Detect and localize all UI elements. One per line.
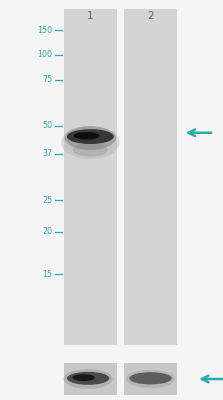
Text: 100: 100 <box>37 50 52 59</box>
Ellipse shape <box>67 129 114 144</box>
Text: 75: 75 <box>42 75 52 84</box>
Ellipse shape <box>64 369 113 389</box>
Ellipse shape <box>61 126 120 159</box>
Text: 1: 1 <box>87 11 94 21</box>
Bar <box>64 9 117 345</box>
Text: 37: 37 <box>42 150 52 158</box>
Ellipse shape <box>74 132 99 140</box>
Text: 50: 50 <box>42 121 52 130</box>
Bar <box>124 363 177 395</box>
Bar <box>124 9 177 345</box>
Text: 25: 25 <box>42 196 52 204</box>
Text: 20: 20 <box>42 227 52 236</box>
Text: 150: 150 <box>37 26 52 34</box>
Text: 2: 2 <box>147 11 154 21</box>
Bar <box>64 363 117 395</box>
Ellipse shape <box>67 372 109 385</box>
Ellipse shape <box>126 370 175 388</box>
Ellipse shape <box>72 374 95 381</box>
Text: 15: 15 <box>42 270 52 279</box>
Ellipse shape <box>73 143 108 157</box>
Ellipse shape <box>65 126 116 150</box>
Ellipse shape <box>129 372 172 384</box>
